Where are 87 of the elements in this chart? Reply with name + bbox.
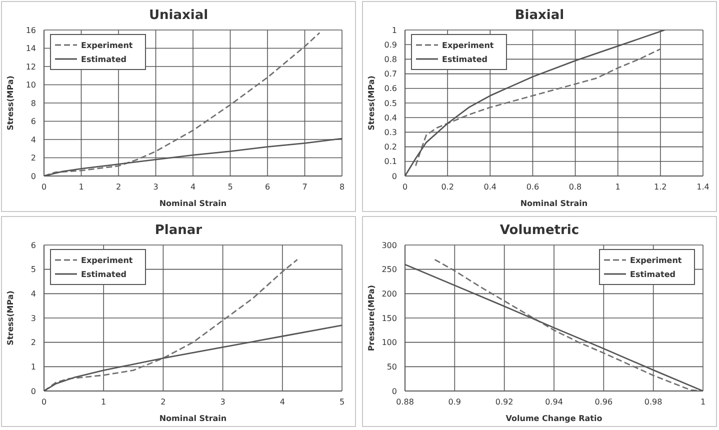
- y-tick-label: 0.6: [384, 84, 397, 94]
- x-tick-label: 1: [78, 182, 84, 192]
- line-series: [414, 48, 662, 166]
- x-tick-label: 1: [700, 398, 706, 407]
- y-tick-label: 6: [30, 240, 36, 250]
- y-tick-label: 5: [30, 265, 36, 274]
- y-tick-label: 0.7: [384, 70, 397, 79]
- legend-label: Experiment: [81, 40, 133, 50]
- x-tick-label: 3: [220, 398, 226, 407]
- legend-label: Experiment: [442, 40, 494, 50]
- y-tick-label: 200: [382, 290, 397, 299]
- y-tick-label: 14: [26, 44, 36, 54]
- y-axis-title: Pressure(MPa): [366, 284, 376, 352]
- y-tick-label: 0.5: [384, 98, 397, 108]
- x-tick-label: 0: [41, 398, 47, 407]
- chart-title: Planar: [154, 223, 204, 239]
- y-axis-title: Stress(MPa): [6, 290, 15, 346]
- y-tick-label: 2: [30, 154, 36, 163]
- y-tick-label: 0.4: [384, 113, 397, 122]
- x-tick-label: 2: [160, 398, 166, 407]
- y-tick-label: 3: [30, 314, 36, 323]
- x-tick-label: 0.6: [526, 182, 540, 192]
- y-tick-label: 0.2: [384, 142, 397, 152]
- x-tick-label: 8: [339, 182, 345, 192]
- y-axis-title: Stress(MPa): [6, 76, 15, 130]
- line-series: [44, 32, 320, 176]
- y-axis-title: Stress(MPa): [366, 76, 376, 130]
- x-tick-label: 0.4: [484, 182, 497, 192]
- y-tick-label: 4: [30, 290, 36, 299]
- x-tick-label: 4: [280, 398, 285, 407]
- y-tick-label: 0: [392, 386, 397, 396]
- x-tick-label: 0.94: [545, 398, 563, 407]
- x-tick-label: 0.8: [568, 182, 582, 192]
- y-tick-label: 16: [26, 26, 36, 35]
- y-tick-label: 0.9: [384, 40, 397, 50]
- x-axis-title: Nominal Strain: [159, 199, 227, 208]
- x-axis-title: Volume Change Ratio: [506, 414, 603, 423]
- y-tick-label: 300: [382, 240, 397, 250]
- legend-label: Experiment: [81, 256, 133, 264]
- y-tick-label: 0.1: [384, 157, 397, 166]
- chart-title: Volumetric: [498, 223, 580, 239]
- y-tick-label: 2: [30, 338, 36, 348]
- chart-title: Uniaxial: [148, 8, 210, 24]
- y-tick-label: 150: [382, 314, 397, 323]
- x-tick-label: 0.92: [495, 398, 514, 407]
- x-tick-label: 5: [228, 182, 233, 192]
- y-tick-label: 0: [30, 386, 36, 396]
- y-tick-label: 4: [30, 135, 36, 144]
- legend-label: Experiment: [630, 256, 682, 264]
- x-tick-label: 1.4: [696, 182, 710, 192]
- line-series: [44, 258, 298, 391]
- x-tick-label: 0.2: [441, 182, 454, 192]
- x-tick-label: 0.98: [644, 398, 662, 407]
- y-tick-label: 100: [382, 338, 397, 348]
- y-tick-label: 250: [382, 265, 397, 274]
- y-tick-label: 50: [386, 362, 397, 372]
- x-tick-label: 0.96: [594, 398, 613, 407]
- chart-title: Biaxial: [514, 8, 566, 24]
- y-tick-label: 12: [26, 62, 36, 72]
- x-tick-label: 2: [116, 182, 122, 192]
- x-tick-label: 0: [41, 182, 47, 192]
- x-axis-title: Nominal Strain: [159, 414, 227, 423]
- x-tick-label: 5: [339, 398, 345, 407]
- x-tick-label: 1: [615, 182, 620, 192]
- x-tick-label: 7: [302, 182, 308, 192]
- y-tick-label: 8: [30, 98, 36, 108]
- x-tick-label: 1: [101, 398, 106, 407]
- y-tick-label: 10: [26, 80, 36, 90]
- y-tick-label: 6: [30, 117, 36, 126]
- x-axis-title: Nominal Strain: [520, 199, 588, 208]
- y-tick-label: 1: [30, 362, 36, 372]
- y-tick-label: 0: [30, 172, 36, 181]
- x-tick-label: 0.88: [396, 398, 414, 407]
- legend-label: Estimated: [81, 54, 127, 64]
- legend-label: Estimated: [81, 270, 127, 278]
- y-tick-label: 0.3: [384, 128, 397, 138]
- x-tick-label: 3: [153, 182, 158, 192]
- x-tick-label: 0: [402, 182, 408, 192]
- x-tick-label: 6: [264, 182, 270, 192]
- x-tick-label: 1.2: [654, 182, 667, 192]
- legend-label: Estimated: [630, 270, 676, 278]
- y-tick-label: 0.8: [384, 55, 397, 64]
- legend-label: Estimated: [442, 54, 488, 64]
- x-tick-label: 4: [190, 182, 196, 192]
- y-tick-label: 0: [392, 172, 397, 181]
- y-tick-label: 1: [392, 26, 397, 35]
- x-tick-label: 0.9: [448, 398, 462, 407]
